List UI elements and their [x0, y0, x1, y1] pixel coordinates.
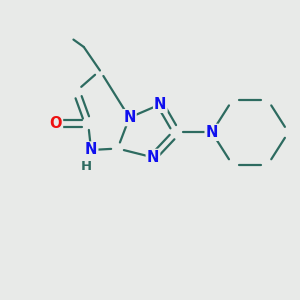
Text: N: N — [147, 150, 159, 165]
Text: N: N — [85, 142, 97, 158]
Text: N: N — [206, 125, 218, 140]
Text: N: N — [123, 110, 136, 125]
Text: N: N — [154, 97, 167, 112]
Text: H: H — [81, 160, 92, 173]
Text: O: O — [50, 116, 62, 131]
